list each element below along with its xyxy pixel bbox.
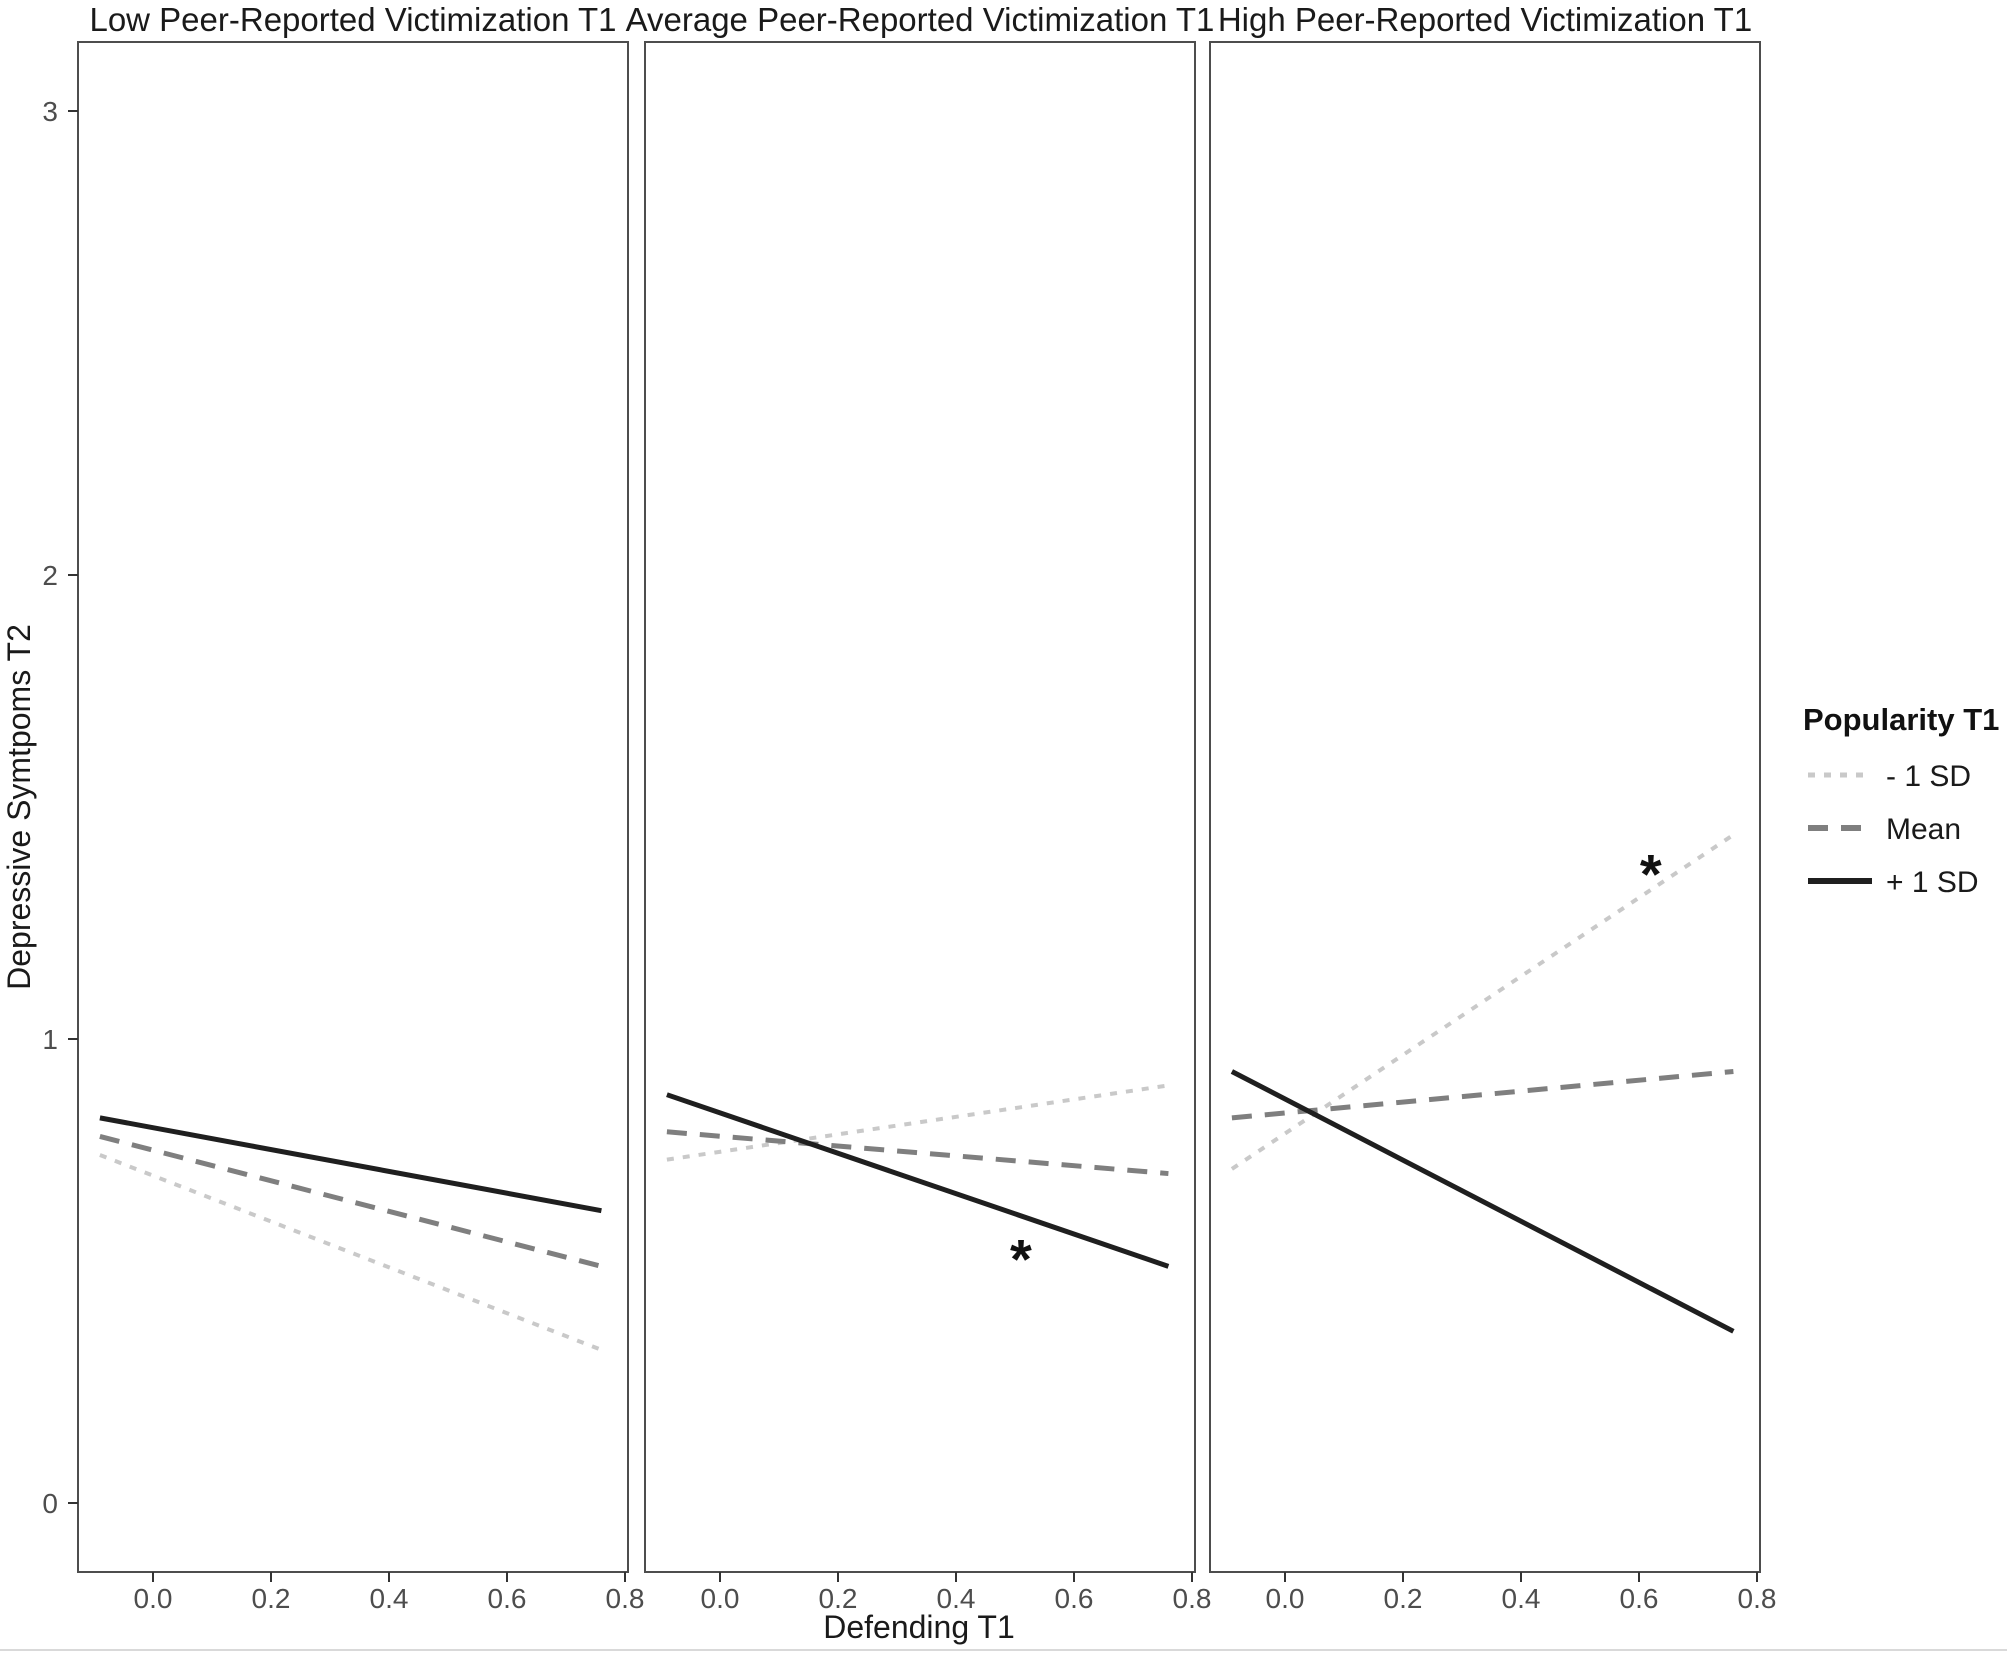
- facet-panel: 0.0 0.2 0.4 0.6 0.8 0 1 2 3: [42, 41, 645, 1614]
- x-tick-label: 0.6: [1620, 1583, 1659, 1614]
- x-tick-label: 0.8: [1173, 1583, 1212, 1614]
- facet-title-average: Average Peer-Reported Victimization T1: [626, 1, 1215, 38]
- x-tick-label: 0.0: [1266, 1583, 1305, 1614]
- x-tick-label: 0.6: [1055, 1583, 1094, 1614]
- legend-label-minus1sd: - 1 SD: [1886, 760, 1971, 793]
- series-line-mean: [1231, 1068, 1734, 1121]
- legend-label-mean: Mean: [1886, 813, 1961, 846]
- facet-title-high: High Peer-Reported Victimization T1: [1218, 1, 1752, 38]
- y-axis-label: Depressive Symtpoms T2: [1, 624, 37, 990]
- x-tick-label: 0.2: [1384, 1583, 1423, 1614]
- legend-label-plus1sd: + 1 SD: [1886, 866, 1979, 899]
- series-line-+1sd: [1230, 1069, 1735, 1334]
- series-line-mean: [666, 1129, 1169, 1177]
- series-line-+1sd: [99, 1115, 602, 1214]
- facet-panel: 0.0 0.2 0.4 0.6 0.8 *: [644, 41, 1212, 1614]
- significance-asterisk: *: [1640, 842, 1662, 905]
- x-axis-label: Defending T1: [823, 1609, 1015, 1645]
- x-tick-label: 0.4: [1502, 1583, 1541, 1614]
- series-line--1sd: [666, 1083, 1169, 1162]
- series-line-mean: [99, 1134, 603, 1269]
- legend-title: Popularity T1: [1803, 702, 1999, 737]
- panel-border: [644, 41, 1196, 1573]
- x-tick-label: 0.0: [134, 1583, 173, 1614]
- legend-keys: [1808, 772, 1872, 884]
- x-tick-label: 0.2: [819, 1583, 858, 1614]
- series-line-+1sd: [666, 1092, 1170, 1269]
- x-tick-label: 0.2: [252, 1583, 291, 1614]
- x-tick-label: 0.0: [701, 1583, 740, 1614]
- y-tick-label: 3: [42, 96, 58, 127]
- panel-border: [1209, 41, 1761, 1573]
- x-tick-label: 0.4: [937, 1583, 976, 1614]
- series-line--1sd: [99, 1153, 603, 1352]
- x-tick-label: 0.8: [1738, 1583, 1777, 1614]
- x-tick-label: 0.6: [488, 1583, 527, 1614]
- y-tick-label: 2: [42, 560, 58, 591]
- y-tick-label: 1: [42, 1024, 58, 1055]
- x-tick-label: 0.4: [370, 1583, 409, 1614]
- x-tick-label: 0.8: [606, 1583, 645, 1614]
- y-tick-label: 0: [42, 1488, 58, 1519]
- legend: Popularity T1 - 1 SD Mean + 1 SD: [1803, 702, 1999, 899]
- facet-panel: 0.0 0.2 0.4 0.6 0.8 *: [1209, 41, 1777, 1614]
- facet-title-low: Low Peer-Reported Victimization T1: [89, 1, 616, 38]
- significance-asterisk: *: [1010, 1227, 1032, 1290]
- panel-border: [77, 41, 629, 1573]
